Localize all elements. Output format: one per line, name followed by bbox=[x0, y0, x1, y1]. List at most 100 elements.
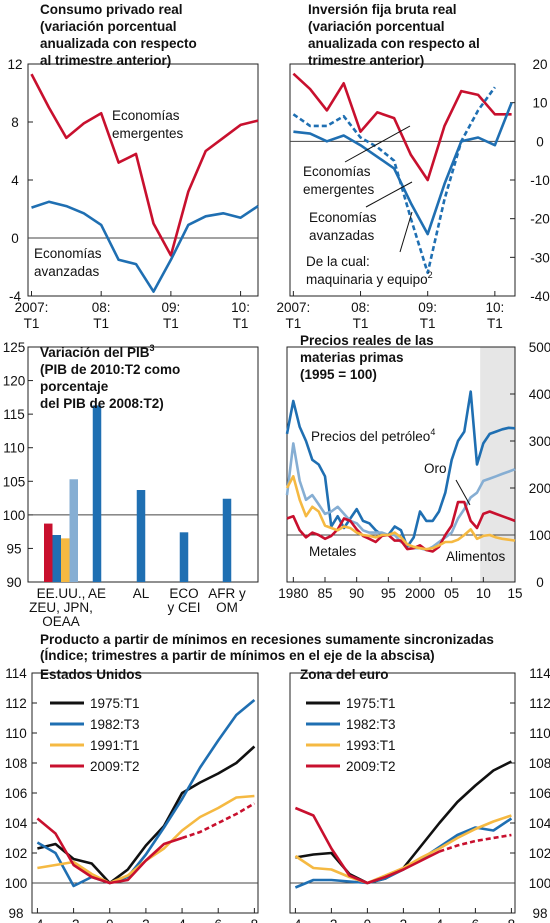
consumo-series-label: avanzadas bbox=[34, 264, 100, 279]
euro-series-1993-t1 bbox=[294, 814, 512, 885]
consumo-series-label: Economías bbox=[34, 246, 102, 261]
inversion-y-tick-label: -30 bbox=[530, 250, 550, 265]
eeuu-series-1991-t1 bbox=[37, 794, 255, 885]
pib-y-tick-label: 110 bbox=[3, 441, 25, 456]
materias-title-line: materias primas bbox=[300, 350, 404, 365]
eeuu-y-tick-label: 98 bbox=[8, 906, 23, 921]
pib-title-line-superscript: 3 bbox=[150, 343, 155, 353]
eeuu-x-tick-label: -4 bbox=[31, 917, 43, 923]
materias-x-tick-label: 90 bbox=[349, 586, 364, 601]
consumo-y-tick-label: 0 bbox=[11, 231, 19, 246]
euro-title-line: Zona del euro bbox=[300, 667, 389, 682]
consumo-x-tick-label: 09: bbox=[161, 300, 180, 315]
pib-y-tick-label: 120 bbox=[3, 374, 26, 389]
pib-y-tick-label: 115 bbox=[3, 407, 25, 422]
eeuu-legend-label: 1991:T1 bbox=[90, 738, 140, 753]
eeuu-y-tick-label: 112 bbox=[5, 696, 27, 711]
eeuu-legend-label: 2009:T2 bbox=[90, 759, 140, 774]
euro-x-tick-label: -2 bbox=[325, 917, 337, 923]
eeuu-series-1975-t1 bbox=[37, 745, 256, 885]
eeuu-series-2009-t2 bbox=[181, 802, 256, 840]
euro-series-1975-t1 bbox=[295, 760, 512, 885]
euro-x-tick-label: 6 bbox=[472, 917, 480, 923]
eeuu-y-tick-label: 108 bbox=[5, 756, 28, 771]
euro-y-tick-label: 104 bbox=[529, 816, 550, 831]
inversion-y-tick-label: -10 bbox=[530, 173, 550, 188]
inversion-y-tick-label: 0 bbox=[536, 134, 544, 149]
eeuu-plot-frame bbox=[31, 672, 259, 914]
euro-x-tick-label: 2 bbox=[400, 917, 408, 923]
pib-bar-0-0 bbox=[44, 523, 53, 582]
consumo-x-tick-label-line2: T1 bbox=[93, 316, 109, 331]
inversion-y-tick-label: -40 bbox=[530, 289, 550, 304]
materias-y-tick-label: 200 bbox=[529, 481, 550, 496]
inversion-y-tick-label: 10 bbox=[532, 96, 547, 111]
eeuu-legend-label: 1982:T3 bbox=[90, 717, 140, 732]
euro-y-tick-label: 106 bbox=[529, 786, 550, 801]
inversion-series-de-la-cual-maquinaria-y-equipo bbox=[292, 86, 496, 275]
materias-series-label: Oro bbox=[424, 461, 447, 476]
materias-title-line: (1995 = 100) bbox=[300, 367, 377, 382]
inversion-x-tick-label-line2: T1 bbox=[353, 316, 369, 331]
consumo-title-line: (variación porcentual bbox=[40, 19, 177, 34]
materias-x-tick-label: 2000 bbox=[405, 586, 435, 601]
euro-y-tick-label: 114 bbox=[529, 666, 550, 681]
pib-y-tick-label: 105 bbox=[3, 474, 26, 489]
consumo-y-tick-label: 12 bbox=[7, 57, 22, 72]
materias-series-label: Metales bbox=[309, 544, 357, 559]
recessions-section-title: (Índice; trimestres a partir de mínimos … bbox=[40, 648, 435, 663]
materias-y-tick-label: 400 bbox=[529, 387, 550, 402]
consumo-title-line: al trimestre anterior) bbox=[40, 53, 171, 68]
euro-y-tick-label: 108 bbox=[529, 756, 550, 771]
inversion-y-tick-label: 20 bbox=[532, 57, 547, 72]
eeuu-x-tick-label: -2 bbox=[68, 917, 80, 923]
eeuu-series-2009-t2 bbox=[36, 817, 183, 885]
euro-x-tick-label: 4 bbox=[436, 917, 444, 923]
consumo-y-tick-label: 8 bbox=[11, 115, 19, 130]
inversion-series-econom-as-emergentes bbox=[292, 72, 512, 182]
euro-legend-label: 1975:T1 bbox=[346, 696, 396, 711]
eeuu-series-1982-t3 bbox=[36, 698, 256, 888]
materias-y-tick-label: 0 bbox=[536, 575, 544, 590]
euro-x-tick-label: 0 bbox=[364, 917, 372, 923]
pib-bar-0-3 bbox=[69, 479, 78, 582]
inversion-x-tick-label-line2: T1 bbox=[285, 316, 301, 331]
inversion-series-label: maquinaria y equipo2 bbox=[306, 270, 433, 287]
pib-title-line: porcentaje bbox=[40, 379, 109, 394]
pib-y-tick-label: 100 bbox=[3, 508, 26, 523]
inversion-title-line: Inversión fija bruta real bbox=[308, 2, 457, 17]
eeuu-x-tick-label: 2 bbox=[142, 917, 150, 923]
pib-category-label: AFR y bbox=[208, 586, 246, 601]
materias-x-tick-label: 1980 bbox=[278, 586, 308, 601]
consumo-y-tick-label: -4 bbox=[9, 289, 21, 304]
eeuu-y-tick-label: 106 bbox=[5, 786, 28, 801]
materias-series-label: Precios del petróleo4 bbox=[311, 427, 435, 444]
inversion-x-tick-label: 08: bbox=[351, 300, 370, 315]
materias-forecast-shade bbox=[480, 347, 515, 582]
consumo-title-line: Consumo privado real bbox=[40, 2, 183, 17]
inversion-series-label: De la cual: bbox=[306, 254, 370, 269]
eeuu-y-tick-label: 102 bbox=[5, 846, 28, 861]
pib-bar-3-0 bbox=[179, 532, 189, 582]
pib-y-tick-label: 125 bbox=[3, 340, 26, 355]
euro-x-tick-label: -4 bbox=[289, 917, 301, 923]
inversion-leader-emergentes bbox=[344, 125, 411, 163]
inversion-title-line: trimestre anterior) bbox=[308, 53, 424, 68]
materias-y-tick-label: 300 bbox=[529, 434, 550, 449]
materias-series-label-superscript: 4 bbox=[430, 427, 435, 437]
pib-category-label: ZEU, JPN, bbox=[29, 600, 93, 615]
materias-y-tick-label: 100 bbox=[529, 528, 550, 543]
pib-category-label: ECO bbox=[169, 586, 198, 601]
eeuu-y-tick-label: 100 bbox=[5, 876, 28, 891]
inversion-x-tick-label: 10: bbox=[485, 300, 504, 315]
consumo-series-econom-as-emergentes bbox=[30, 73, 259, 257]
inversion-x-tick-label: 2007: bbox=[276, 300, 310, 315]
pib-bar-0-1 bbox=[52, 535, 61, 582]
euro-series-2009-t2 bbox=[438, 833, 512, 853]
consumo-x-tick-label-line2: T1 bbox=[233, 316, 249, 331]
pib-bar-0-2 bbox=[61, 538, 70, 582]
euro-series-2009-t2 bbox=[294, 806, 440, 885]
consumo-x-tick-label-line2: T1 bbox=[24, 316, 40, 331]
inversion-series-label-superscript: 2 bbox=[428, 270, 433, 280]
